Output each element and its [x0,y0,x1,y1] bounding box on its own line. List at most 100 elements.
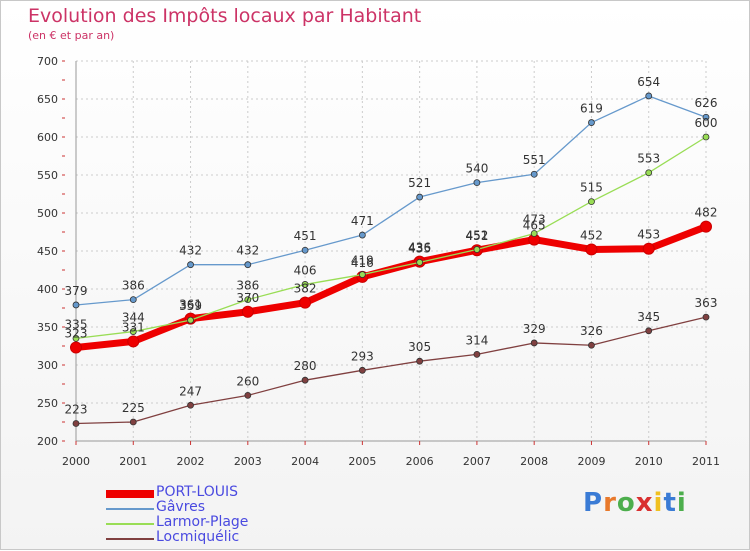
data-point [358,366,366,374]
legend-swatch [106,490,154,498]
data-point [72,301,80,309]
data-label: 521 [408,176,431,190]
data-point [358,231,366,239]
data-label: 452 [580,228,603,242]
data-point [187,401,194,409]
y-tick-label: 650 [37,93,58,106]
x-tick-label: 2011 [692,455,720,468]
data-label: 465 [523,219,546,233]
data-label: 386 [236,279,259,293]
data-point [129,328,137,335]
data-point [299,296,312,309]
data-point [700,220,712,233]
y-tick-label: 450 [37,245,58,258]
x-tick-label: 2008 [520,455,548,468]
legend-label: Locmiquélic [156,529,240,545]
data-point [244,391,252,399]
data-point [244,296,252,304]
series-line-locmiqu-lic [75,316,707,425]
data-point [702,313,710,321]
logo-letter: P [583,488,604,518]
data-point [72,420,80,427]
data-label: 482 [695,206,718,220]
data-point [187,316,194,324]
data-label: 432 [179,244,202,258]
chart-subtitle: (en € et par an) [28,29,115,42]
label-layer: 323 331 361 370 382 416 436 451 465 452 453 482 379 3… [65,75,718,417]
x-tick-label: 2009 [577,455,605,468]
y-tick-label: 200 [37,435,58,448]
y-tick-label: 500 [37,207,58,220]
data-label: 247 [179,384,202,398]
data-point [588,119,595,126]
data-point [301,281,309,288]
data-point [127,335,140,348]
data-label: 619 [580,102,603,116]
data-label: 540 [465,162,488,176]
data-label: 416 [351,256,374,270]
logo-letter: i [676,488,687,518]
data-label: 260 [236,374,259,388]
logo-letter: r [603,488,617,518]
data-label: 329 [523,322,546,336]
legend-swatch [106,538,154,540]
legend-label: Larmor-Plage [156,514,249,530]
data-point [244,261,252,269]
legend-swatch [106,508,154,510]
data-label: 451 [294,229,317,243]
data-point [530,170,538,178]
data-label: 436 [408,241,431,255]
y-tick-label: 300 [37,359,58,372]
series-layer [70,92,712,427]
data-label: 331 [122,320,145,334]
data-label: 314 [465,333,488,347]
data-label: 361 [179,298,202,312]
data-point [416,258,424,266]
data-label: 515 [580,181,603,195]
data-point [645,327,653,335]
data-label: 473 [523,213,546,227]
axis-layer: 200 250 300 350 400 450 500 550 600 650 700 2000 200… [37,55,720,468]
data-point [473,350,481,358]
chart-title: Evolution des Impôts locaux par Habitant [28,5,422,27]
data-point [129,418,137,426]
data-label: 280 [294,359,317,373]
legend-label: PORT-LOUIS [156,484,239,500]
data-point [642,242,655,255]
data-point [358,271,366,278]
x-tick-label: 2010 [635,455,663,468]
x-tick-label: 2003 [234,455,262,468]
data-point [241,305,254,318]
data-label: 323 [65,327,88,341]
legend-label: Gâvres [156,499,206,515]
data-point [702,113,710,121]
data-point [645,92,653,100]
data-point [702,133,710,141]
series-line-larmor-plage [75,136,707,340]
data-point [129,296,137,304]
data-point [473,246,481,253]
logo-letter: i [653,488,664,518]
data-label: 326 [580,324,603,338]
data-point [301,376,309,384]
x-tick-label: 2004 [291,455,319,468]
data-point [416,357,424,365]
proxiti-logo: Proxiti [583,488,687,518]
data-point [70,341,82,354]
data-point [588,198,595,206]
data-point [301,246,309,254]
data-label: 359 [179,299,202,313]
data-point [72,334,80,342]
data-point [416,193,424,201]
x-tick-label: 2000 [62,455,90,468]
x-tick-label: 2007 [463,455,491,468]
data-point [585,243,598,256]
data-label: 223 [65,403,88,417]
x-tick-label: 2001 [119,455,147,468]
data-label: 382 [294,282,317,296]
logo-letter: o [616,488,636,518]
y-tick-label: 600 [37,131,58,144]
data-label: 452 [465,228,488,242]
